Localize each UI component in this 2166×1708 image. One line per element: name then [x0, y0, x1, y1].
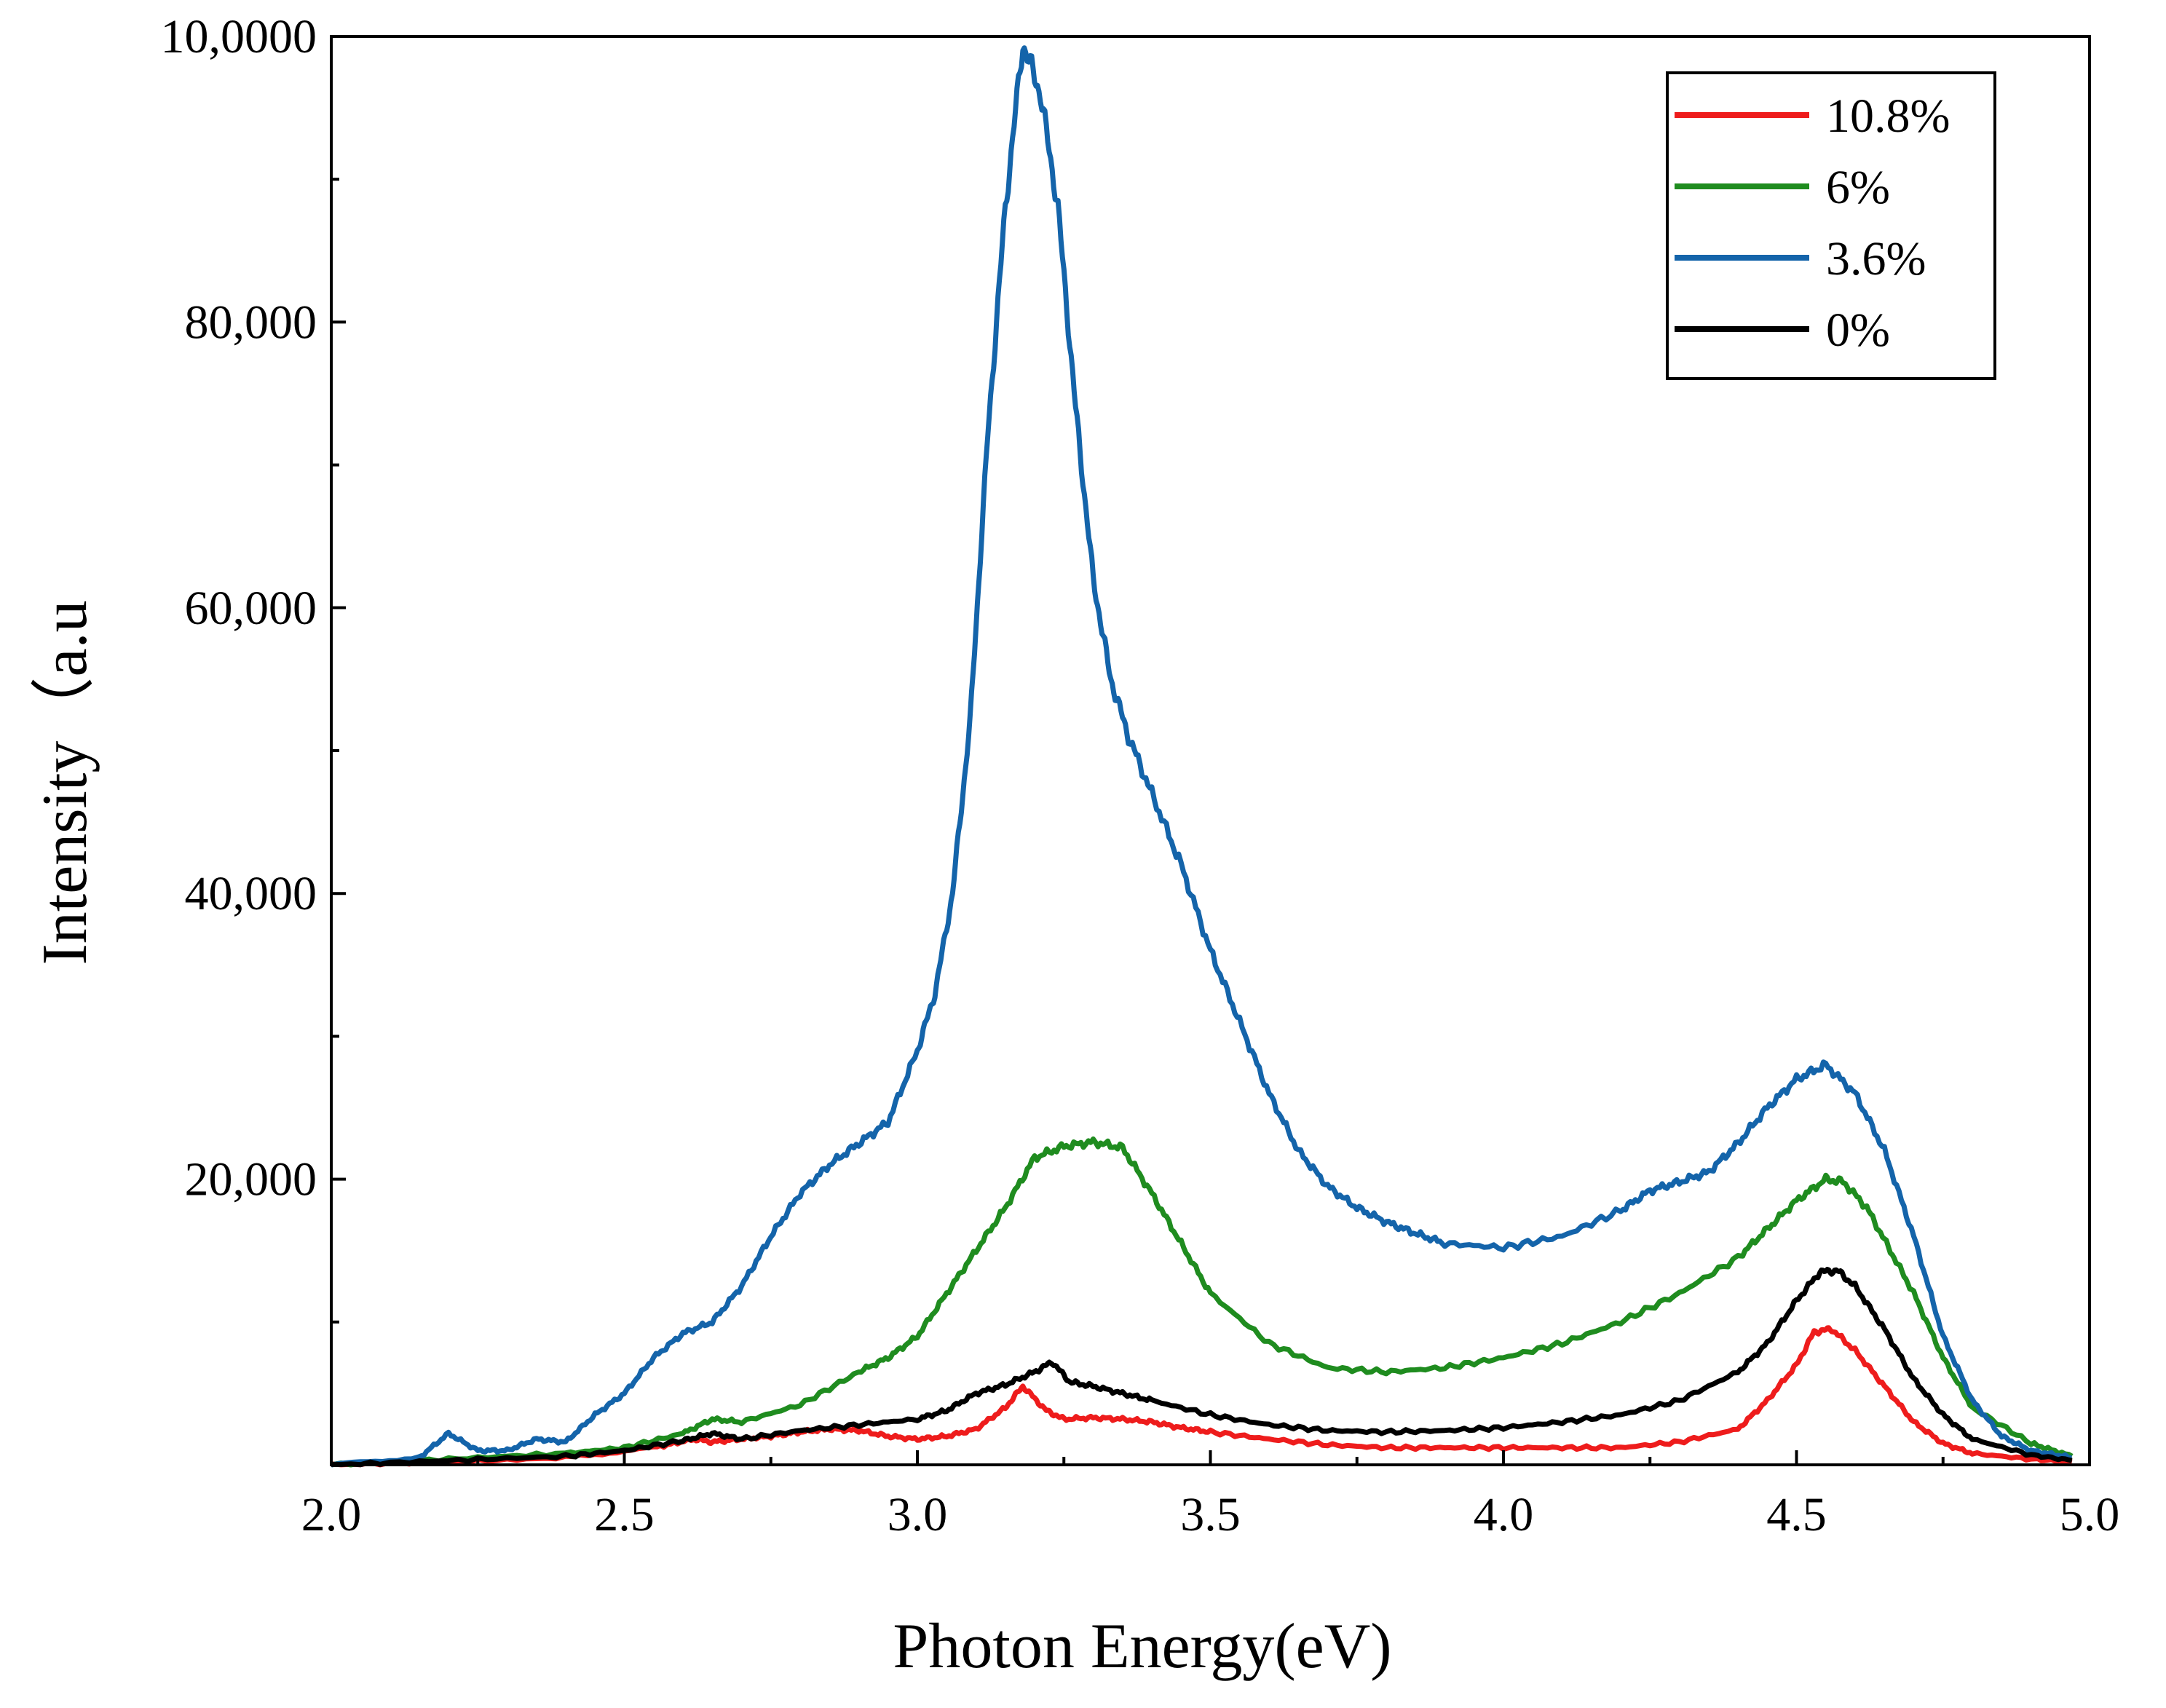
series-line-6- — [331, 1136, 2074, 1468]
legend-label: 10.8% — [1826, 90, 1950, 143]
legend-label: 3.6% — [1826, 232, 1926, 285]
x-tick-label: 3.5 — [1180, 1488, 1241, 1541]
series-line-10-8- — [331, 1325, 2073, 1468]
y-tick-label: 60,000 — [185, 582, 317, 635]
axis-ticks — [330, 35, 2091, 1466]
legend-label: 6% — [1826, 161, 1890, 214]
x-tick-labels: 2.0 2.5 3.0 3.5 4.0 4.5 5.0 — [301, 1488, 2120, 1541]
series-line-3-6- — [331, 45, 2073, 1468]
x-axis-title: Photon Energy(eV) — [893, 1611, 1391, 1682]
plot-lines — [331, 45, 2074, 1468]
x-tick-label: 5.0 — [2060, 1488, 2120, 1541]
y-tick-labels: 20,000 40,000 60,000 80,000 10,0000 — [161, 10, 317, 1206]
x-tick-label: 3.0 — [888, 1488, 948, 1541]
x-tick-label: 4.5 — [1766, 1488, 1827, 1541]
y-tick-label: 40,000 — [185, 867, 317, 920]
y-tick-label: 10,0000 — [161, 10, 317, 63]
x-tick-label: 4.0 — [1474, 1488, 1534, 1541]
x-tick-label: 2.5 — [594, 1488, 655, 1541]
series-line-0- — [331, 1267, 2073, 1468]
y-tick-label: 80,000 — [185, 296, 317, 349]
x-tick-label: 2.0 — [301, 1488, 362, 1541]
legend: 10.8% 6% 3.6% 0% — [1666, 71, 1996, 380]
legend-label: 0% — [1826, 304, 1890, 357]
y-axis-title: Intensity（a.u — [30, 600, 100, 965]
y-tick-label: 20,000 — [185, 1153, 317, 1206]
